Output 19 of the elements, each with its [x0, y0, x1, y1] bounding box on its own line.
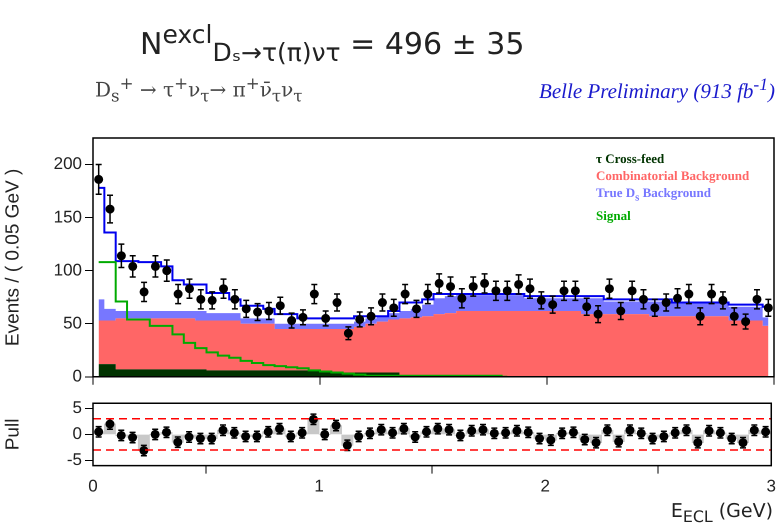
y-axis-title: Pull [2, 418, 24, 450]
y-axis-title: Events / ( 0.05 GeV ) [2, 168, 24, 346]
text: Belle Preliminary (913 fb$^{-1}$) [539, 74, 775, 104]
legend: τ Cross-feed Combinatorial Background True D$_{s}$ Background Signal [596, 150, 750, 224]
y-tick-label: 200 [54, 154, 82, 174]
chart-title: N$^{excl}$$_{Dₛ→τ(π)ντ}$ = 496 ± 35 [139, 19, 526, 69]
y-tick-label: 150 [54, 207, 82, 226]
y-tick-label: 100 [54, 260, 82, 280]
x-tick-label: 2 [540, 476, 550, 496]
x-tick-label: 0 [88, 476, 98, 496]
y-tick-label: 50 [63, 313, 82, 332]
x-axis-title: E$_{ECL}$ (GeV) [670, 500, 774, 525]
y-tick-label: 0 [72, 366, 82, 386]
text: D$_{s}$$^{+}$ → τ$^{+}$ν$_{τ}$→ π$^{+}$ν̄$_{τ}$ν$_{τ}$ [95, 74, 302, 106]
y-tick-label: 0 [72, 424, 82, 444]
y-tick-label: 5 [72, 398, 82, 418]
x-tick-label: 3 [766, 476, 776, 496]
x-tick-label: 1 [314, 476, 324, 496]
y-tick-label: -5 [66, 450, 82, 470]
